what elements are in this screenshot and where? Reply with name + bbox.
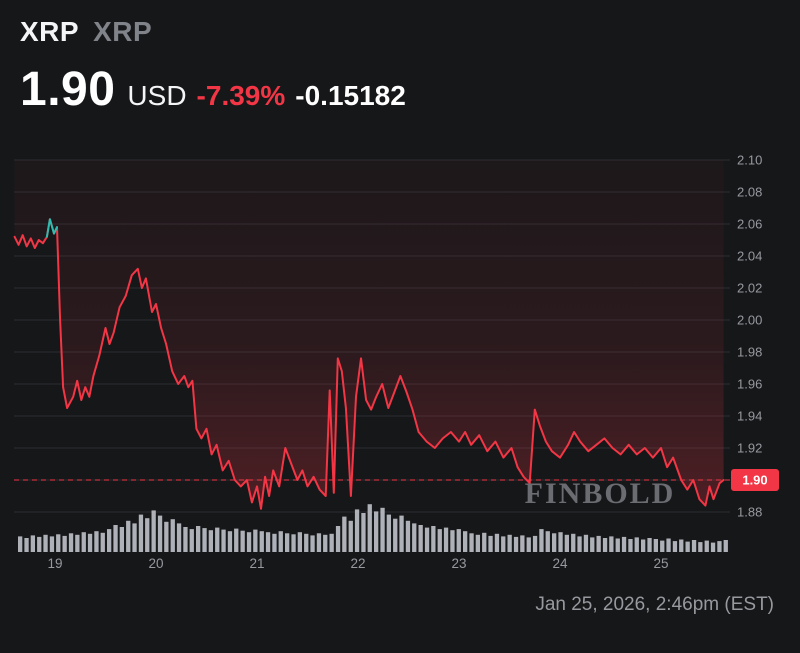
price-line-up-segment xyxy=(45,218,58,238)
svg-text:1.90: 1.90 xyxy=(742,473,767,488)
svg-text:20: 20 xyxy=(148,556,163,571)
timestamp: Jan 25, 2026, 2:46pm (EST) xyxy=(535,594,774,615)
area-fill xyxy=(14,160,724,509)
svg-text:1.96: 1.96 xyxy=(737,377,762,392)
svg-text:2.00: 2.00 xyxy=(737,313,762,328)
price-row: 1.90 USD -7.39% -0.15182 xyxy=(20,62,406,117)
symbol-primary: XRP xyxy=(20,16,80,47)
svg-text:2.06: 2.06 xyxy=(737,217,762,232)
volume-bars xyxy=(18,504,728,552)
svg-text:1.98: 1.98 xyxy=(737,345,762,360)
finbold-watermark: FINBOLD xyxy=(525,477,676,510)
svg-text:2.10: 2.10 xyxy=(737,153,762,168)
svg-text:22: 22 xyxy=(350,556,365,571)
svg-text:23: 23 xyxy=(451,556,466,571)
svg-text:1.94: 1.94 xyxy=(737,409,762,424)
svg-text:2.04: 2.04 xyxy=(737,249,762,264)
price-change-percent: -7.39% xyxy=(196,80,286,111)
svg-text:21: 21 xyxy=(249,556,264,571)
svg-text:1.88: 1.88 xyxy=(737,505,762,520)
svg-text:2.02: 2.02 xyxy=(737,281,762,296)
price-currency: USD xyxy=(127,80,187,111)
svg-text:25: 25 xyxy=(653,556,668,571)
price-value: 1.90 xyxy=(20,63,116,116)
svg-text:24: 24 xyxy=(552,556,568,571)
x-axis-labels: 19 20 21 22 23 24 25 xyxy=(47,556,668,571)
symbol-row: XRP XRP xyxy=(20,16,406,48)
price-line xyxy=(13,218,725,510)
svg-text:2.08: 2.08 xyxy=(737,185,762,200)
price-change-absolute: -0.15182 xyxy=(295,80,406,111)
chart-header: XRP XRP 1.90 USD -7.39% -0.15182 xyxy=(20,16,406,117)
current-price-tag: 1.90 xyxy=(731,469,779,491)
y-axis-labels: 2.10 2.08 2.06 2.04 2.02 2.00 1.98 1.96 1.94 1.92… xyxy=(737,153,762,520)
svg-text:19: 19 xyxy=(47,556,62,571)
svg-text:1.92: 1.92 xyxy=(737,441,762,456)
symbol-secondary: XRP xyxy=(93,16,153,47)
